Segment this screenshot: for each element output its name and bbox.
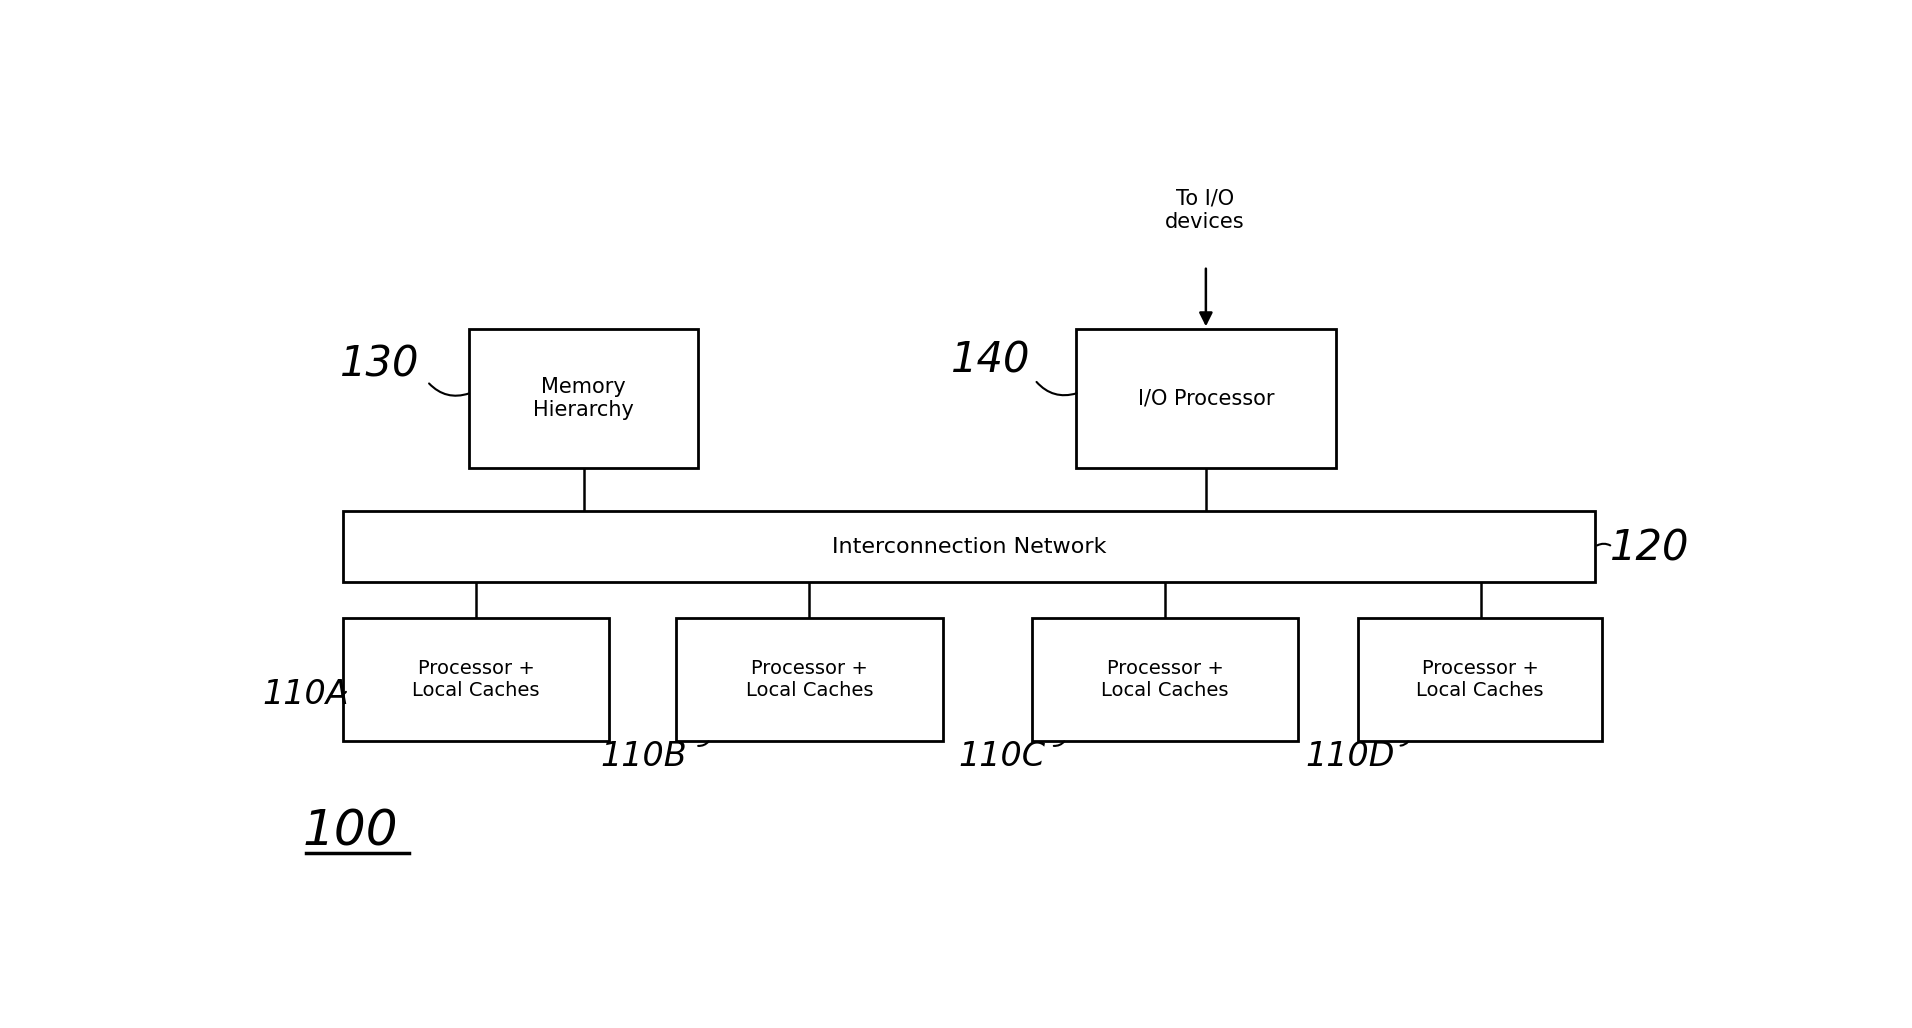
- Text: Processor +
Local Caches: Processor + Local Caches: [413, 659, 539, 700]
- Bar: [1032, 618, 1298, 741]
- Text: 110A: 110A: [262, 678, 350, 711]
- Bar: [1076, 329, 1335, 468]
- Text: 120: 120: [1610, 527, 1690, 570]
- Text: Processor +
Local Caches: Processor + Local Caches: [1101, 659, 1229, 700]
- Text: 110C: 110C: [958, 740, 1046, 773]
- Text: I/O Processor: I/O Processor: [1138, 389, 1273, 408]
- Text: Processor +
Local Caches: Processor + Local Caches: [746, 659, 874, 700]
- Text: Processor +
Local Caches: Processor + Local Caches: [1417, 659, 1543, 700]
- Text: 130: 130: [340, 343, 419, 386]
- Text: 140: 140: [950, 340, 1031, 381]
- Text: To I/O
devices: To I/O devices: [1164, 189, 1245, 232]
- Text: Memory
Hierarchy: Memory Hierarchy: [533, 377, 635, 420]
- Text: 100: 100: [302, 808, 398, 855]
- Text: Interconnection Network: Interconnection Network: [832, 537, 1105, 557]
- Bar: [342, 618, 610, 741]
- Bar: [1358, 618, 1602, 741]
- Bar: [342, 511, 1595, 583]
- Text: 110B: 110B: [600, 740, 686, 773]
- Text: 110D: 110D: [1306, 740, 1396, 773]
- Bar: [677, 618, 943, 741]
- Bar: [468, 329, 698, 468]
